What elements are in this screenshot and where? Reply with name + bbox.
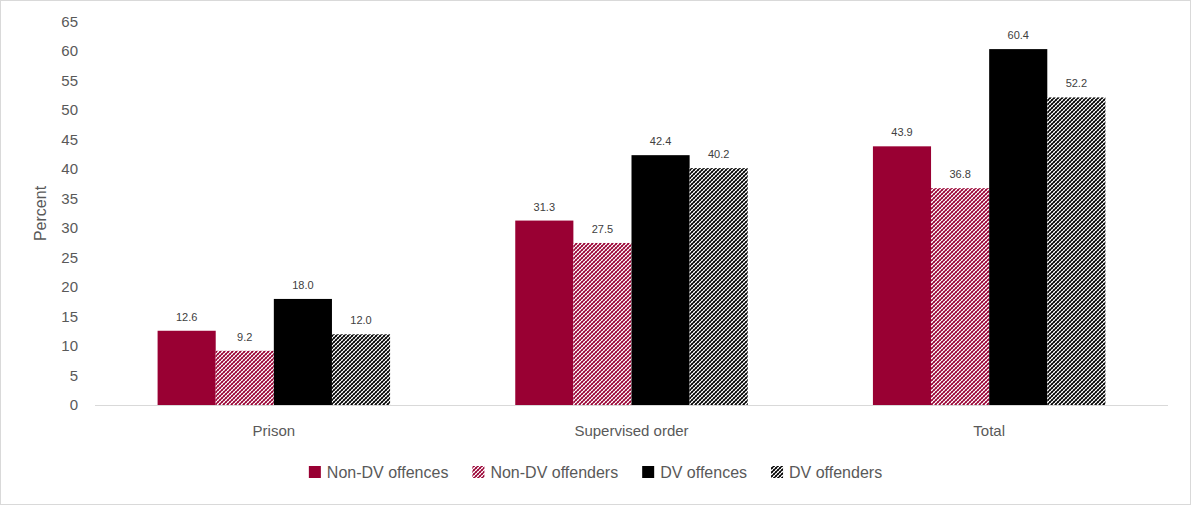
- bar: [873, 146, 931, 405]
- y-tick-label: 15: [61, 308, 78, 325]
- bar: [274, 299, 332, 405]
- y-tick-label: 55: [61, 72, 78, 89]
- data-label: 18.0: [292, 279, 313, 291]
- bar: [931, 188, 989, 405]
- bar: [332, 334, 390, 405]
- data-labels: 12.6 31.3 43.9 9.2 27.5 36.8 18.0 42.4 60.4 12.0 4…: [176, 29, 1087, 343]
- chart-frame: [1, 1, 1191, 505]
- bar: [573, 243, 631, 405]
- legend-swatch: [472, 466, 484, 478]
- bar: [632, 155, 690, 405]
- legend: Non-DV offences Non-DV offenders DV offenc…: [309, 464, 882, 481]
- y-tick-label: 10: [61, 337, 78, 354]
- data-label: 9.2: [237, 331, 252, 343]
- x-tick-label: Supervised order: [574, 422, 688, 439]
- legend-label: DV offences: [660, 464, 747, 481]
- legend-swatch: [642, 466, 654, 478]
- y-tick-label: 35: [61, 190, 78, 207]
- y-tick-label: 25: [61, 249, 78, 266]
- data-label: 12.6: [176, 311, 197, 323]
- bar: [989, 49, 1047, 405]
- bar: [1047, 97, 1105, 405]
- y-axis-label: Percent: [32, 185, 49, 241]
- x-axis-line: [95, 405, 1168, 406]
- y-tick-label: 45: [61, 131, 78, 148]
- chart: 0 5 10 15 20 25 30 35 40 45 50 55 60 65 Percent 12.6 31.…: [0, 0, 1191, 505]
- y-tick-label: 65: [61, 13, 78, 30]
- y-tick-label: 30: [61, 219, 78, 236]
- data-label: 27.5: [592, 223, 613, 235]
- y-tick-label: 40: [61, 160, 78, 177]
- data-label: 12.0: [350, 314, 371, 326]
- y-tick-label: 50: [61, 101, 78, 118]
- data-label: 40.2: [708, 148, 729, 160]
- y-tick-label: 60: [61, 42, 78, 59]
- legend-label: Non-DV offences: [327, 464, 449, 481]
- data-label: 31.3: [534, 201, 555, 213]
- legend-label: Non-DV offenders: [490, 464, 618, 481]
- y-tick-label: 5: [70, 367, 78, 384]
- bar: [216, 351, 274, 405]
- y-tick-label: 20: [61, 278, 78, 295]
- bars: [158, 49, 1106, 405]
- x-tick-label: Prison: [253, 422, 296, 439]
- bar: [690, 168, 748, 405]
- x-tick-label: Total: [973, 422, 1005, 439]
- data-label: 60.4: [1008, 29, 1029, 41]
- bar: [515, 221, 573, 405]
- y-tick-label: 0: [70, 396, 78, 413]
- legend-swatch: [309, 466, 321, 478]
- legend-swatch: [771, 466, 783, 478]
- data-label: 52.2: [1066, 77, 1087, 89]
- legend-label: DV offenders: [789, 464, 882, 481]
- data-label: 43.9: [891, 126, 912, 138]
- bar: [158, 331, 216, 405]
- data-label: 42.4: [650, 135, 671, 147]
- data-label: 36.8: [949, 168, 970, 180]
